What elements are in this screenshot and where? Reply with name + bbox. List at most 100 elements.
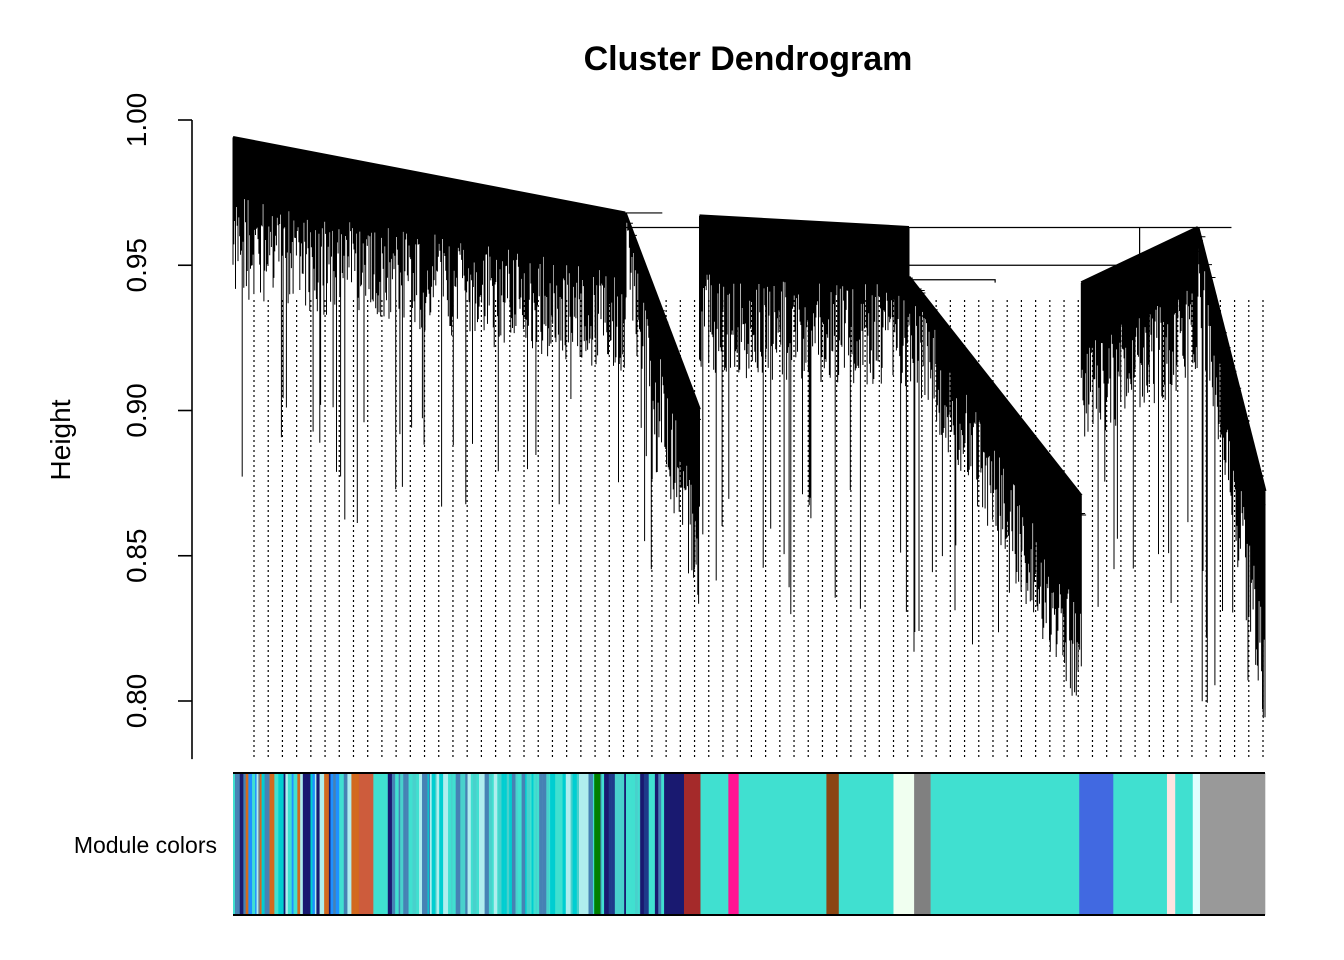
module-color-stripe — [427, 773, 430, 915]
module-color-stripe — [400, 773, 404, 915]
module-color-stripe — [592, 773, 595, 915]
module-color-stripe — [297, 773, 301, 915]
module-color-stripe — [460, 773, 466, 915]
module-color-stripe — [285, 773, 289, 915]
module-color-stripe — [625, 773, 631, 915]
module-color-stripe — [310, 773, 313, 915]
module-color-stripe — [343, 773, 348, 915]
module-color-stripe — [312, 773, 316, 915]
module-color-stripe — [305, 773, 308, 915]
module-color-stripe — [239, 773, 244, 915]
module-color-stripe — [355, 773, 360, 915]
module-color-stripe — [245, 773, 249, 915]
module-color-stripe — [535, 773, 538, 915]
module-color-segment — [700, 773, 729, 915]
module-color-stripe — [243, 773, 247, 915]
module-color-segment — [358, 773, 374, 915]
module-color-stripe — [553, 773, 556, 915]
cluster-branches — [1197, 227, 1266, 719]
module-color-stripe — [614, 773, 620, 915]
y-axis: 0.80 0.85 0.90 0.95 1.00 — [121, 93, 193, 760]
module-color-stripe — [638, 773, 641, 915]
module-color-stripe — [258, 773, 261, 915]
module-color-bar — [233, 772, 1266, 916]
module-color-stripe — [483, 773, 485, 915]
module-color-stripe — [637, 773, 640, 915]
module-color-stripe — [335, 773, 340, 915]
module-color-stripe — [248, 773, 253, 915]
cluster-branches — [699, 215, 910, 615]
module-color-segment — [728, 773, 739, 915]
module-color-stripe — [511, 773, 516, 915]
module-color-stripe — [422, 773, 425, 915]
module-color-stripe — [493, 773, 498, 915]
cluster-envelope — [907, 275, 1083, 497]
module-color-stripe — [269, 773, 275, 915]
module-color-stripe — [608, 773, 612, 915]
module-color-stripe — [542, 773, 547, 915]
module-color-stripe — [484, 773, 490, 915]
module-color-stripe — [428, 773, 431, 915]
cluster-branches — [908, 276, 1087, 696]
cluster-envelope — [623, 212, 701, 411]
module-color-stripe — [435, 773, 437, 915]
module-color-segment — [387, 773, 393, 915]
module-color-stripe — [526, 773, 531, 915]
module-color-stripe — [274, 773, 279, 915]
module-color-segment — [1192, 773, 1201, 915]
module-color-stripe — [491, 773, 495, 915]
module-color-stripe — [407, 773, 409, 915]
module-color-stripe — [476, 773, 480, 915]
module-color-stripe — [416, 773, 420, 915]
module-color-stripe — [630, 773, 636, 915]
module-color-segment — [666, 773, 685, 915]
module-color-stripe — [585, 773, 589, 915]
module-color-stripe — [479, 773, 484, 915]
y-tick-label: 0.85 — [121, 529, 152, 584]
y-tick-label: 1.00 — [121, 93, 152, 148]
module-color-stripe — [550, 773, 555, 915]
merge-link — [899, 227, 1141, 280]
module-color-stripe — [261, 773, 265, 915]
module-color-stripe — [497, 773, 499, 915]
module-color-stripe — [612, 773, 616, 915]
module-color-stripe — [398, 773, 401, 915]
cluster-blue — [1080, 226, 1202, 607]
module-color-segment — [738, 773, 827, 915]
module-color-segment — [1113, 773, 1168, 915]
module-color-stripe — [548, 773, 551, 915]
module-color-stripe — [403, 773, 407, 915]
module-color-stripe — [501, 773, 505, 915]
cluster-grey — [1196, 227, 1267, 719]
module-color-stripe — [640, 773, 645, 915]
module-color-segment — [1079, 773, 1114, 915]
cluster-envelope — [1196, 227, 1267, 492]
module-color-stripe — [624, 773, 627, 915]
module-color-stripe — [406, 773, 408, 915]
module-color-stripe — [611, 773, 614, 915]
module-color-stripe — [431, 773, 436, 915]
dendrogram-tree — [232, 135, 1267, 719]
module-color-stripe — [429, 773, 432, 915]
y-tick-label: 0.95 — [121, 238, 152, 293]
module-color-stripe — [424, 773, 428, 915]
module-color-stripe — [654, 773, 659, 915]
module-color-stripe — [291, 773, 294, 915]
module-color-segment — [1175, 773, 1194, 915]
module-color-stripe — [531, 773, 534, 915]
module-color-stripe — [287, 773, 292, 915]
module-color-stripe — [572, 773, 578, 915]
module-color-stripe — [536, 773, 540, 915]
module-color-stripe — [604, 773, 610, 915]
module-color-stripe — [504, 773, 508, 915]
module-color-stripe — [498, 773, 502, 915]
module-color-stripe — [533, 773, 537, 915]
module-color-stripe — [395, 773, 399, 915]
module-color-stripe — [443, 773, 449, 915]
module-color-stripe — [339, 773, 345, 915]
module-color-stripe — [324, 773, 330, 915]
module-color-stripe — [635, 773, 639, 915]
module-color-stripe — [412, 773, 417, 915]
merge-link — [438, 212, 1232, 229]
